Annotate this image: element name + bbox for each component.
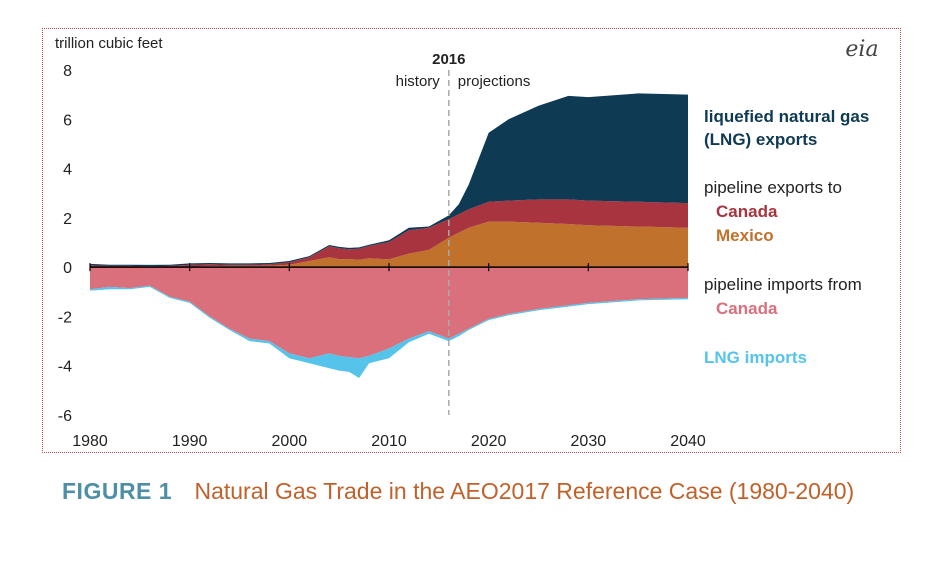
divider-year-label: 2016 [432, 51, 465, 68]
legend: liquefied natural gas (LNG) exports pipe… [704, 107, 874, 367]
figure-number: FIGURE 1 [62, 478, 173, 504]
y-tick-label: -6 [58, 408, 72, 425]
area-canada-positive [90, 199, 688, 268]
figure-caption: FIGURE 1 Natural Gas Trade in the AEO201… [62, 478, 854, 505]
legend-lng-exports: liquefied natural gas (LNG) exports [704, 107, 874, 149]
figure-title: Natural Gas Trade in the AEO2017 Referen… [194, 478, 855, 504]
legend-pipeline-exports-canada: Canada [716, 202, 778, 221]
history-label: history [396, 73, 441, 90]
x-tick-label: 1980 [72, 433, 108, 450]
y-tick-label: 8 [63, 63, 72, 80]
area-liquefied-natural-gas-lng-exports-positive [90, 93, 688, 267]
legend-lng-imports: LNG imports [704, 348, 807, 367]
x-tick-label: 2010 [371, 433, 407, 450]
eia-logo: eia [845, 37, 878, 62]
y-tick-label: 2 [63, 211, 72, 228]
y-tick-label: 0 [63, 260, 72, 277]
legend-pipeline-exports-heading: pipeline exports to [704, 178, 842, 197]
x-tick-label: 2030 [571, 433, 607, 450]
projections-label: projections [458, 73, 531, 90]
legend-pipeline-imports-heading: pipeline imports from [704, 275, 862, 294]
chart-frame [42, 28, 901, 453]
y-tick-label: 4 [63, 162, 72, 179]
legend-pipeline-imports-canada: Canada [716, 299, 778, 318]
y-tick-label: 6 [63, 112, 72, 129]
area-mexico-positive [90, 221, 688, 268]
y-tick-label: -2 [58, 309, 72, 326]
area-canada-negative [90, 267, 688, 359]
x-tick-label: 2020 [471, 433, 507, 450]
area-chart: 1980 1990 2000 2010 2020 2030 2040 8 6 4 2 0 -2 -4 -6… [55, 35, 879, 450]
x-tick-label: 2040 [670, 433, 706, 450]
y-axis-unit-label: trillion cubic feet [55, 35, 163, 52]
legend-pipeline-exports-mexico: Mexico [716, 226, 774, 245]
x-tick-label: 1990 [172, 433, 208, 450]
y-tick-label: -4 [58, 359, 72, 376]
x-tick-label: 2000 [272, 433, 308, 450]
